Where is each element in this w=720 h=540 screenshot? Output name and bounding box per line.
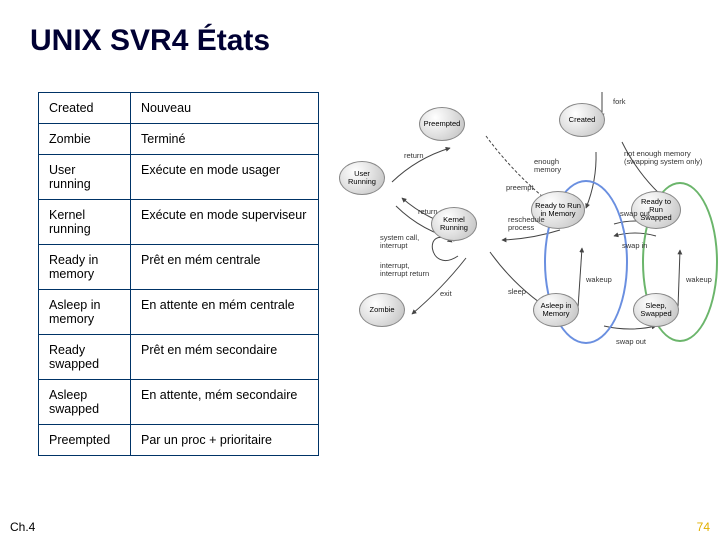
table-row: CreatedNouveau (39, 93, 319, 124)
state-node-zombie: Zombie (359, 293, 405, 327)
states-table: CreatedNouveauZombieTerminéUser runningE… (38, 92, 319, 456)
state-desc-cell: Exécute en mode usager (131, 155, 319, 200)
table-row: Kernel runningExécute en mode superviseu… (39, 200, 319, 245)
state-node-created: Created (559, 103, 605, 137)
state-diagram: Created Preempted User Running Kernel Runni… (330, 92, 718, 382)
table-row: ZombieTerminé (39, 124, 319, 155)
edge-label: not enough memory (swapping system only) (624, 150, 702, 166)
state-node-user_run: User Running (339, 161, 385, 195)
page-title: UNIX SVR4 États (30, 24, 270, 58)
edge-label: preempt (506, 184, 534, 192)
edge-label: reschedule process (508, 216, 545, 232)
state-desc-cell: Nouveau (131, 93, 319, 124)
edge-label: wakeup (586, 276, 612, 284)
edge-label: swap out (616, 338, 646, 346)
state-name-cell: User running (39, 155, 131, 200)
edge-label: sleep (508, 288, 526, 296)
state-name-cell: Asleep in memory (39, 290, 131, 335)
chapter-label: Ch.4 (10, 520, 35, 534)
table-row: User runningExécute en mode usager (39, 155, 319, 200)
state-desc-cell: Exécute en mode superviseur (131, 200, 319, 245)
state-desc-cell: Prêt en mém centrale (131, 245, 319, 290)
state-name-cell: Ready in memory (39, 245, 131, 290)
table-row: Ready swappedPrêt en mém secondaire (39, 335, 319, 380)
edge-label: return (404, 152, 424, 160)
state-desc-cell: En attente en mém centrale (131, 290, 319, 335)
edge-label: system call, interrupt (380, 234, 419, 250)
state-node-preempted: Preempted (419, 107, 465, 141)
page-number: 74 (697, 520, 710, 534)
state-name-cell: Zombie (39, 124, 131, 155)
states-table-body: CreatedNouveauZombieTerminéUser runningE… (39, 93, 319, 456)
edge-label: enough memory (534, 158, 561, 174)
state-desc-cell: Par un proc + prioritaire (131, 425, 319, 456)
table-row: Ready in memoryPrêt en mém centrale (39, 245, 319, 290)
table-row: Asleep swappedEn attente, mém secondaire (39, 380, 319, 425)
table-row: Asleep in memoryEn attente en mém centra… (39, 290, 319, 335)
state-node-kernel_run: Kernel Running (431, 207, 477, 241)
state-node-asleep_mem: Asleep in Memory (533, 293, 579, 327)
state-node-asleep_swp: Sleep, Swapped (633, 293, 679, 327)
state-name-cell: Preempted (39, 425, 131, 456)
state-name-cell: Kernel running (39, 200, 131, 245)
edge-label: fork (613, 98, 626, 106)
state-desc-cell: Prêt en mém secondaire (131, 335, 319, 380)
edge-label: swap out (620, 210, 650, 218)
state-desc-cell: En attente, mém secondaire (131, 380, 319, 425)
table-row: PreemptedPar un proc + prioritaire (39, 425, 319, 456)
edge-label: exit (440, 290, 452, 298)
edge-label: wakeup (686, 276, 712, 284)
edge-label: return (418, 208, 438, 216)
edge-label: interrupt, interrupt return (380, 262, 429, 278)
state-name-cell: Ready swapped (39, 335, 131, 380)
state-desc-cell: Terminé (131, 124, 319, 155)
state-name-cell: Asleep swapped (39, 380, 131, 425)
edge-label: swap in (622, 242, 647, 250)
state-name-cell: Created (39, 93, 131, 124)
